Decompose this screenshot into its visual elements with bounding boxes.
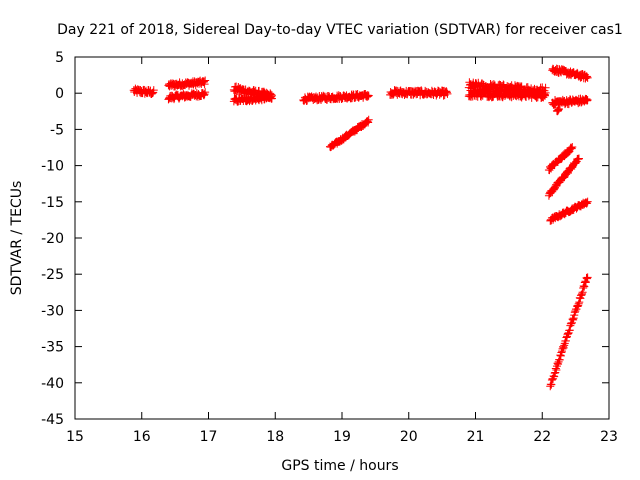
data-point-1183: [583, 197, 592, 206]
x-axis-ticks: [74, 57, 610, 419]
data-point-1219: [565, 326, 574, 335]
data-point-1114: [574, 155, 583, 164]
x-tick-label-7: 22: [533, 429, 551, 445]
x-tick-label-6: 21: [467, 429, 485, 445]
data-point-1235: [574, 299, 583, 308]
data-point-1184: [546, 382, 555, 391]
data-point-1224: [568, 315, 577, 324]
x-axis-title: GPS time / hours: [281, 458, 398, 474]
data-point-1191: [550, 372, 559, 381]
data-point-427: [364, 91, 373, 100]
data-point-170: [201, 88, 210, 97]
data-point-498: [364, 115, 373, 124]
x-tick-label-5: 20: [400, 429, 418, 445]
data-point-1244: [579, 282, 588, 291]
data-point-1215: [563, 330, 572, 339]
data-point-496: [363, 117, 372, 126]
y-axis-ticks: [75, 56, 609, 420]
data-point-36: [149, 86, 158, 95]
y-tick-label-2: -5: [50, 122, 64, 138]
data-point-877: [539, 90, 548, 99]
x-tick-label-3: 18: [266, 429, 284, 445]
data-point-1242: [578, 288, 587, 297]
data-point-1236: [575, 298, 584, 307]
data-point-1245: [580, 282, 589, 291]
y-tick-label-4: -15: [41, 195, 64, 211]
data-point-1216: [564, 329, 573, 338]
data-point-665: [499, 80, 508, 89]
data-point-1019: [545, 166, 554, 175]
data-point-1229: [571, 307, 580, 316]
data-point-426: [364, 92, 373, 101]
data-point-1213: [562, 333, 571, 342]
chart-title: Day 221 of 2018, Sidereal Day-to-day VTE…: [57, 22, 623, 38]
data-point-424: [363, 93, 372, 102]
data-point-1249: [582, 273, 591, 282]
y-tick-label-0: 5: [55, 50, 64, 66]
data-point-1115: [574, 154, 583, 163]
data-point-945: [583, 73, 592, 82]
data-point-1206: [558, 344, 567, 353]
data-point-1212: [561, 336, 570, 345]
data-point-169: [200, 90, 209, 99]
data-point-1186: [547, 380, 556, 389]
data-point-1060: [568, 143, 577, 152]
data-point-1010: [583, 95, 592, 104]
data-point-880: [541, 88, 550, 97]
data-point-1241: [578, 289, 587, 298]
data-point-1195: [552, 366, 561, 375]
plot-frame: [74, 56, 610, 420]
y-tick-label-1: 0: [55, 86, 64, 102]
data-point-1008: [582, 95, 591, 104]
data-point-1017: [554, 105, 563, 114]
data-point-1182: [583, 199, 592, 208]
y-tick-label-9: -40: [41, 376, 64, 392]
data-point-100: [199, 78, 208, 87]
data-point-1201: [555, 355, 564, 364]
y-tick-label-5: -20: [41, 231, 64, 247]
data-point-102: [200, 80, 209, 89]
y-tick-label-6: -25: [41, 267, 64, 283]
data-point-1058: [567, 143, 576, 152]
data-point-1203: [556, 351, 565, 360]
data-point-1248: [581, 278, 590, 287]
x-tick-label-8: 23: [600, 429, 618, 445]
data-point-1187: [547, 375, 556, 384]
x-tick-label-2: 17: [200, 429, 218, 445]
data-point-168: [200, 91, 209, 100]
data-point-207: [250, 86, 259, 95]
y-tick-label-10: -45: [41, 412, 64, 428]
data-point-305: [266, 93, 275, 102]
y-axis-tick-labels: 5 0 -5 -10 -15 -20 -25 -30 -35 -40 -45: [41, 50, 64, 428]
data-point-1009: [583, 96, 592, 105]
data-point-601: [442, 88, 451, 97]
data-point-1204: [557, 348, 566, 357]
y-tick-label-3: -10: [41, 159, 64, 175]
data-point-1209: [560, 341, 569, 350]
data-point-602: [443, 89, 452, 98]
data-points: [129, 64, 592, 391]
x-tick-label-1: 16: [133, 429, 151, 445]
data-point-307: [267, 92, 276, 101]
data-point-1225: [569, 315, 578, 324]
data-point-1243: [579, 284, 588, 293]
data-point-1251: [583, 273, 592, 282]
data-point-103: [201, 76, 210, 85]
data-point-308: [267, 94, 276, 103]
x-tick-label-0: 15: [66, 429, 84, 445]
y-tick-label-8: -35: [41, 340, 64, 356]
x-tick-label-4: 19: [333, 429, 351, 445]
x-axis-tick-labels: 15 16 17 18 19 20 21 22 23: [66, 429, 618, 445]
data-point-1198: [554, 360, 563, 369]
data-point-555: [417, 86, 426, 95]
y-axis-title: SDTVAR / TECUs: [9, 181, 25, 296]
y-tick-label-7: -30: [41, 303, 64, 319]
data-point-1234: [574, 301, 583, 310]
data-point-1059: [567, 144, 576, 153]
data-point-1250: [583, 274, 592, 283]
data-point-1207: [559, 342, 568, 351]
data-point-944: [583, 72, 592, 81]
